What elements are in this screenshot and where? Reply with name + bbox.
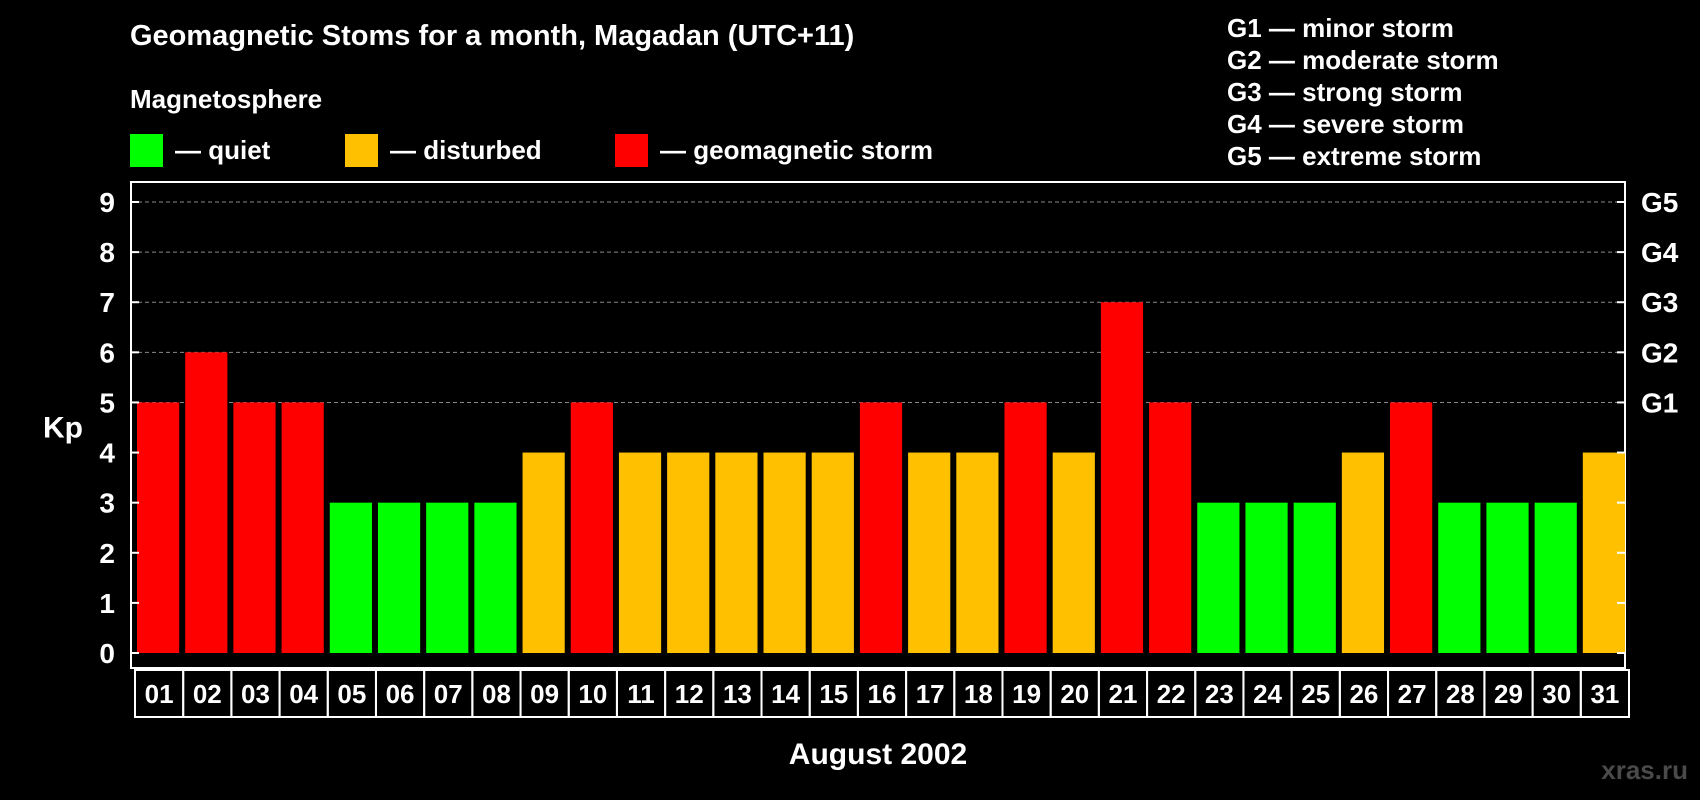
g-scale-g5: G5 — extreme storm (1227, 141, 1482, 171)
x-tick-label: 26 (1349, 679, 1378, 709)
x-tick-label: 02 (193, 679, 222, 709)
bar-day-06 (377, 502, 421, 653)
y-tick-label: 1 (99, 588, 115, 619)
y-tick-label: 7 (99, 287, 115, 318)
x-tick-label: 25 (1301, 679, 1330, 709)
bar-day-19 (1004, 402, 1047, 653)
bar-day-25 (1293, 502, 1336, 653)
bar-day-16 (859, 402, 903, 653)
bar-day-13 (715, 452, 758, 653)
bar-day-28 (1438, 502, 1481, 653)
x-tick-label: 21 (1109, 679, 1138, 709)
bar-day-05 (329, 502, 372, 653)
x-tick-label: 31 (1590, 679, 1619, 709)
g-scale-g4: G4 — severe storm (1227, 109, 1465, 139)
bar-day-30 (1534, 502, 1577, 653)
bar-day-07 (426, 502, 469, 653)
x-tick-label: 19 (1012, 679, 1041, 709)
bar-day-01 (137, 402, 180, 653)
g-tick-label: G4 (1641, 237, 1679, 268)
y-tick-label: 9 (99, 187, 115, 218)
x-tick-label: 30 (1542, 679, 1571, 709)
x-tick-label: 17 (916, 679, 945, 709)
x-tick-label: 27 (1398, 679, 1427, 709)
y-tick-label: 0 (99, 638, 115, 669)
bar-day-21 (1100, 302, 1144, 653)
y-axis-label: Kp (43, 412, 83, 445)
legend-item-disturbed: — disturbed (345, 133, 542, 167)
x-tick-label: 06 (386, 679, 415, 709)
bar-day-17 (908, 452, 951, 653)
y-tick-label: 4 (99, 438, 115, 469)
legend-item-quiet: — quiet (130, 133, 270, 167)
bar-day-08 (474, 502, 517, 653)
chart-title: Geomagnetic Stoms for a month, Magadan (… (130, 20, 855, 52)
x-tick-label: 11 (627, 679, 655, 709)
x-tick-label: 10 (578, 679, 607, 709)
g-tick-label: G1 (1641, 387, 1678, 418)
x-tick-label: 22 (1157, 679, 1186, 709)
legend-item-storm: — geomagnetic storm (615, 133, 933, 167)
x-tick-label: 28 (1446, 679, 1475, 709)
legend-label-storm: — geomagnetic storm (660, 134, 934, 165)
g-scale-g2: G2 — moderate storm (1227, 45, 1499, 75)
bar-day-23 (1197, 502, 1240, 653)
y-tick-label: 2 (99, 538, 115, 569)
x-tick-box (1579, 669, 1630, 718)
g-tick-label: G5 (1641, 187, 1678, 218)
x-tick-label: 29 (1494, 679, 1523, 709)
bar-day-29 (1486, 502, 1529, 653)
bar-day-03 (233, 402, 276, 653)
x-tick-label: 18 (964, 679, 993, 709)
watermark: xras.ru (1601, 755, 1688, 785)
x-tick-label: 09 (530, 679, 559, 709)
g-scale-g3: G3 — strong storm (1227, 77, 1463, 107)
bar-day-18 (956, 452, 999, 653)
y-tick-label: 8 (99, 237, 115, 268)
legend-label-disturbed: — disturbed (390, 134, 542, 165)
y-tick-label: 6 (99, 337, 115, 368)
x-tick-label: 03 (241, 679, 270, 709)
x-tick-label: 01 (145, 679, 174, 709)
x-tick-label: 07 (434, 679, 463, 709)
x-tick-label: 12 (675, 679, 704, 709)
g-tick-label: G2 (1641, 337, 1678, 368)
x-tick-label: 23 (1205, 679, 1234, 709)
bar-day-02 (185, 352, 228, 653)
g-scale-g1: G1 — minor storm (1227, 13, 1454, 43)
bar-day-12 (667, 452, 710, 653)
bar-day-04 (281, 402, 324, 653)
x-tick-label: 08 (482, 679, 511, 709)
x-tick-label: 20 (1060, 679, 1089, 709)
bar-day-20 (1052, 452, 1095, 653)
legend-swatch-storm (615, 133, 648, 167)
g-scale-legend: G1 — minor storm G2 — moderate storm G3 … (1227, 12, 1499, 172)
y-tick-label: 3 (99, 488, 115, 519)
legend-swatch-quiet (130, 133, 163, 167)
x-tick-label: 15 (819, 679, 848, 709)
legend-swatch-disturbed (345, 133, 378, 167)
x-tick-label: 16 (868, 679, 897, 709)
bar-day-14 (763, 452, 806, 653)
bar-day-26 (1341, 452, 1385, 653)
legend-label-quiet: — quiet (175, 134, 271, 165)
legend-title: Magnetosphere (130, 84, 323, 114)
x-tick-label: 14 (771, 679, 800, 709)
x-tick-label: 13 (723, 679, 752, 709)
plot-frame (130, 181, 1626, 669)
x-tick-label: 04 (289, 679, 318, 709)
y-tick-label: 5 (99, 387, 115, 418)
bar-day-22 (1149, 402, 1192, 653)
bar-day-27 (1390, 402, 1433, 653)
bar-day-11 (618, 452, 662, 653)
bar-day-09 (522, 452, 565, 653)
x-tick-label: 05 (337, 679, 366, 709)
g-tick-label: G3 (1641, 287, 1678, 318)
bar-day-10 (570, 402, 613, 653)
x-tick-label: 24 (1253, 679, 1282, 709)
bar-day-24 (1245, 502, 1288, 653)
x-axis-label: August 2002 (789, 738, 967, 771)
bar-day-15 (811, 452, 854, 653)
